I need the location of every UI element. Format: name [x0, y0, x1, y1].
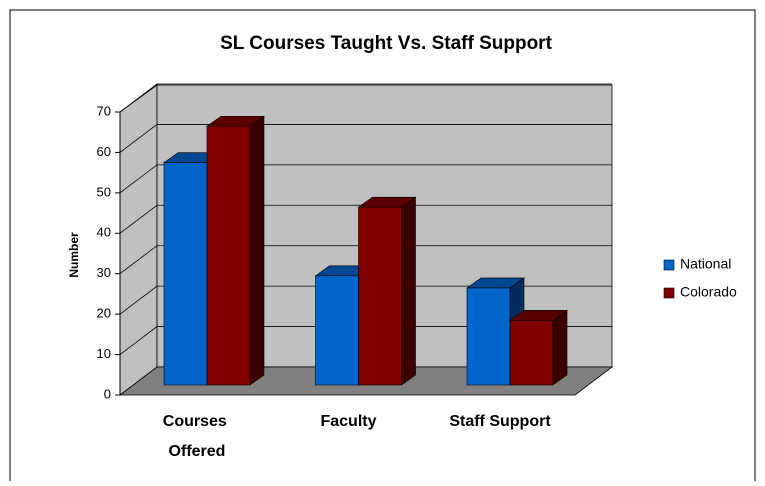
chart-border: [9, 9, 756, 481]
bar-front: [358, 206, 402, 386]
y-tick-label: 0: [104, 386, 111, 401]
bar-front: [206, 125, 251, 386]
x-tick-label: Faculty: [320, 413, 376, 430]
y-tick-label: 60: [97, 144, 111, 159]
bar-front: [315, 275, 359, 386]
x-tick-label-line: Courses: [163, 413, 231, 430]
grid-line: [119, 204, 612, 234]
grid-line: [119, 83, 612, 113]
y-tick-label: 40: [97, 225, 111, 240]
bar-side: [249, 115, 265, 386]
y-tick-label: 10: [97, 346, 111, 361]
legend-swatch: [663, 259, 675, 271]
chart-title: SL Courses Taught Vs. Staff Support: [220, 33, 552, 54]
x-tick-label: Staff Support: [449, 413, 551, 430]
legend-label: Colorado: [680, 284, 737, 300]
x-tick-label-line: Offered: [169, 443, 226, 460]
y-tick-label: 30: [97, 265, 111, 280]
bar-front: [163, 162, 208, 386]
y-tick-label: 20: [97, 306, 111, 321]
bar-side: [552, 309, 568, 386]
bar: [206, 115, 265, 386]
bar-side: [401, 196, 416, 386]
x-tick-label: Courses Offered: [163, 413, 231, 460]
y-axis-label: Number: [67, 232, 81, 278]
y-tick-label: 50: [97, 184, 111, 199]
legend-label: National: [680, 256, 731, 272]
bar-front: [466, 287, 511, 386]
y-tick-label: 70: [97, 103, 111, 118]
bar: [357, 196, 417, 386]
side-wall: [119, 84, 158, 396]
legend-swatch: [663, 287, 675, 299]
bar: [509, 309, 568, 386]
grid-line: [119, 245, 612, 275]
grid-line: [119, 124, 612, 153]
grid-line: [119, 326, 612, 355]
bar-front: [509, 320, 554, 386]
grid-line: [119, 285, 612, 315]
grid-line: [119, 164, 612, 194]
